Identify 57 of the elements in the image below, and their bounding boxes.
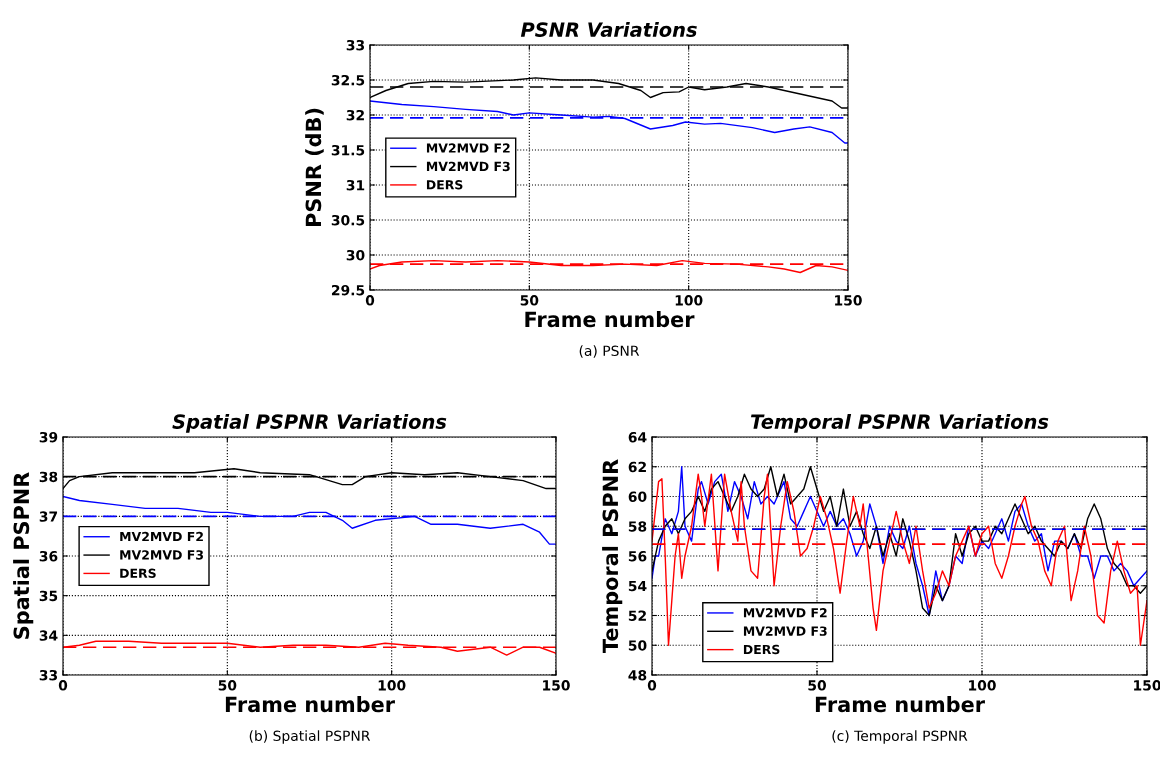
y-axis-title: Spatial PSPNR [13,472,34,639]
legend-label: MV2MVD F3 [743,626,827,636]
chart-title: Temporal PSPNR Variations [750,413,1049,433]
x-axis-title: Frame number [225,696,395,713]
x-tick-label: 100 [378,680,406,691]
text: (a) PSNR [579,345,640,358]
y-tick-label: 58 [628,521,647,532]
y-axis-title: PSNR (dB) [305,108,324,226]
y-tick-label: 32 [346,109,364,121]
legend-label: DERS [120,568,156,578]
x-tick-label: 50 [808,680,826,691]
y-tick-label: 31.5 [331,144,365,156]
y-tick-label: 39 [39,431,58,443]
y-tick-label: 50 [628,640,647,651]
x-tick-label: 0 [647,680,657,691]
x-tick-label: 100 [969,680,996,691]
y-tick-label: 33 [39,669,58,681]
legend-label: MV2MVD F2 [426,143,510,153]
x-tick-label: 0 [365,295,375,306]
x-tick-label: 150 [835,295,862,306]
chart-title: PSNR Variations [520,21,697,37]
y-tick-label: 56 [628,550,647,562]
legend-label: MV2MVD F3 [426,161,510,172]
y-tick-label: 60 [628,491,647,502]
y-tick-label: 38 [39,471,58,483]
legend-label: MV2MVD F2 [120,531,203,542]
x-tick-label: 50 [520,295,539,306]
y-tick-label: 32.5 [331,74,365,86]
y-tick-label: 37 [39,511,58,522]
y-tick-label: 29.5 [331,284,365,296]
y-tick-label: 34 [39,630,58,641]
y-tick-label: 62 [628,461,646,473]
x-axis-title: Frame number [525,311,695,328]
x-tick-label: 150 [543,680,570,691]
y-tick-label: 64 [628,431,647,443]
y-tick-label: 30.5 [331,214,365,226]
y-tick-label: 48 [628,669,647,681]
text: (b) Spatial PSPNR [249,730,371,744]
legend-label: DERS [426,180,463,190]
y-tick-label: 33 [346,39,365,51]
y-tick-label: 30 [346,249,365,261]
legend-label: MV2MVD F2 [743,608,827,618]
x-tick-label: 150 [1134,680,1160,691]
x-tick-label: 100 [675,295,703,306]
y-axis-title: Temporal PSPNR [602,459,623,654]
legend-label: MV2MVD F3 [120,550,203,560]
y-tick-label: 54 [628,580,647,592]
y-tick-label: 31 [346,179,365,191]
y-tick-label: 36 [39,550,58,562]
y-tick-label: 52 [628,610,646,621]
legend-label: DERS [743,644,780,655]
text: (c) Temporal PSPNR [832,730,968,744]
x-tick-label: 0 [58,680,68,691]
x-tick-label: 50 [218,680,237,691]
x-axis-title: Frame number [815,696,985,713]
y-tick-label: 35 [39,590,58,602]
chart-title: Spatial PSPNR Variations [172,413,447,433]
